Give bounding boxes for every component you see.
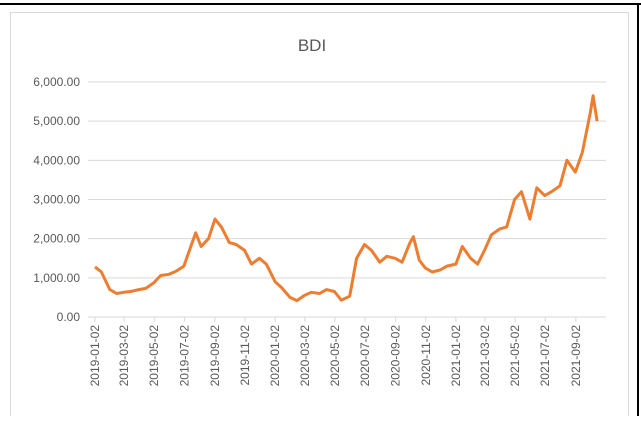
y-tick-label: 0.00 [57,310,81,324]
x-tick-label: 2019-11-02 [238,325,252,386]
x-tick-label: 2019-05-02 [147,325,161,387]
x-tick-label: 2020-01-02 [268,325,282,387]
y-tick-label: 3,000.00 [33,193,80,207]
x-tick-label: 2021-01-02 [449,325,463,387]
x-tick-label: 2020-09-02 [389,325,403,387]
chart-border [10,12,629,421]
y-tick-label: 5,000.00 [33,114,80,128]
y-tick-label: 6,000.00 [33,75,80,89]
x-tick-label: 2020-11-02 [419,325,433,386]
x-tick-label: 2021-03-02 [478,325,492,387]
x-tick-label: 2021-09-02 [569,325,583,387]
y-tick-label: 4,000.00 [33,153,80,167]
data-line [94,94,599,303]
y-tick-label: 1,000.00 [33,271,80,285]
x-tick-label: 2019-01-02 [88,325,102,387]
x-tick-label: 2020-05-02 [328,325,342,387]
x-tick-label: 2019-09-02 [208,325,222,387]
chart-title: BDI [298,36,326,55]
x-tick-label: 2021-05-02 [508,325,522,387]
y-tick-label: 2,000.00 [33,232,80,246]
x-tick-label: 2020-03-02 [298,325,312,387]
x-tick-label: 2020-07-02 [358,325,372,387]
x-tick-label: 2019-07-02 [177,325,191,387]
x-tick-label: 2021-07-02 [538,325,552,387]
x-tick-label: 2019-03-02 [117,325,131,387]
